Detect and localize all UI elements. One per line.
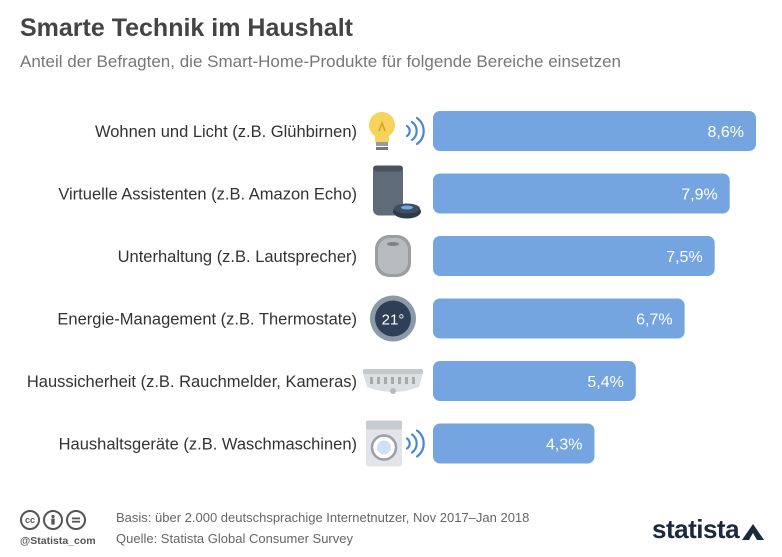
category-label: Haussicherheit (z.B. Rauchmelder, Kamera… — [27, 373, 357, 391]
bar — [433, 236, 715, 276]
bar — [433, 111, 756, 151]
value-label: 4,3% — [546, 437, 582, 454]
bar — [433, 423, 595, 464]
value-label: 5,4% — [587, 374, 623, 391]
value-label: 8,6% — [708, 124, 744, 141]
category-label: Wohnen und Licht (z.B. Glühbirnen) — [95, 123, 357, 141]
chart-subtitle: Anteil der Befragten, die Smart-Home-Pro… — [20, 52, 621, 71]
category-label: Unterhaltung (z.B. Lautsprecher) — [118, 248, 357, 266]
bar — [433, 298, 685, 339]
statista-handle: @Statista_com — [20, 535, 96, 547]
bar — [433, 361, 636, 401]
washing-machine-icon — [366, 420, 425, 467]
value-label: 7,9% — [681, 187, 717, 204]
cc-icon: cc — [20, 510, 40, 530]
category-label: Virtuelle Assistenten (z.B. Amazon Echo) — [58, 186, 357, 204]
speaker-icon — [375, 235, 411, 277]
lightbulb-icon — [369, 112, 425, 150]
footer-source: Quelle: Statista Global Consumer Survey — [116, 531, 353, 546]
thermostat-display-label: 21° — [382, 312, 405, 329]
category-label: Haushaltsgeräte (z.B. Waschmaschinen) — [59, 436, 357, 454]
smoke-detector-icon — [363, 369, 423, 394]
bar — [433, 173, 730, 214]
thermostat-icon: 21° — [370, 295, 416, 342]
category-label: Energie-Management (z.B. Thermostate) — [57, 311, 357, 329]
nd-icon — [66, 510, 86, 530]
statista-logo-mark — [742, 524, 764, 540]
smart-speaker-icon — [373, 165, 421, 219]
by-icon — [43, 510, 63, 530]
statista-logo: statista — [652, 514, 740, 544]
footer-basis: Basis: über 2.000 deutschsprachige Inter… — [116, 510, 530, 525]
value-label: 6,7% — [636, 312, 672, 329]
bar-chart: Wohnen und Licht (z.B. Glühbirnen) 8,6% Vi… — [27, 111, 756, 467]
chart-title: Smarte Technik im Haushalt — [20, 14, 353, 42]
license-icons: cc — [20, 510, 86, 530]
value-label: 7,5% — [666, 249, 702, 266]
